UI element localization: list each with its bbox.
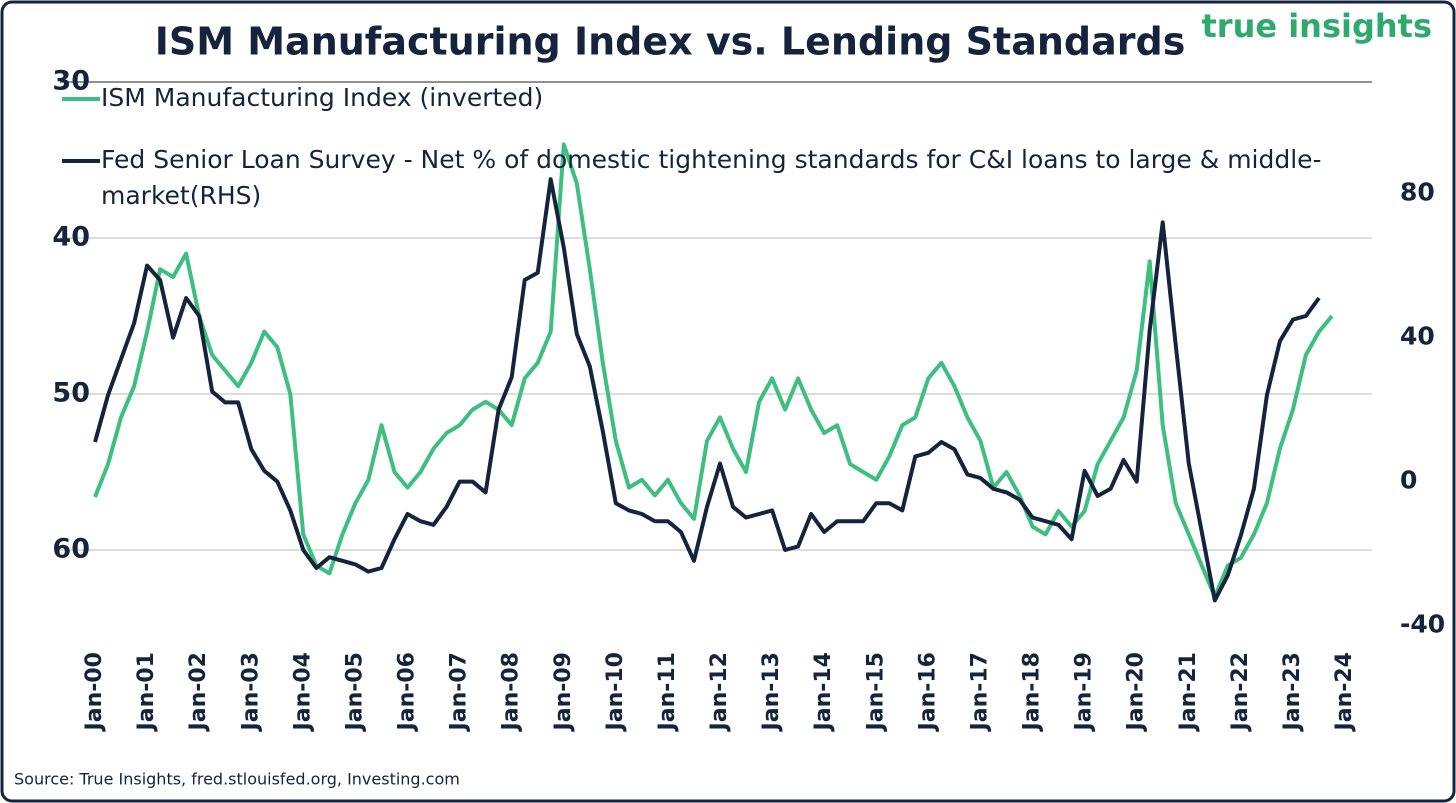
legend-item: ISM Manufacturing Index (inverted) xyxy=(62,80,1382,116)
x-tick-label: Jan-21 xyxy=(1176,652,1201,732)
y-tick-label: 60 xyxy=(52,534,90,565)
x-tick-label: Jan-24 xyxy=(1332,652,1357,732)
x-tick-label: Jan-09 xyxy=(551,652,576,732)
chart-title: ISM Manufacturing Index vs. Lending Stan… xyxy=(155,20,1186,64)
x-tick-label: Jan-13 xyxy=(759,652,784,732)
x-tick-label: Jan-14 xyxy=(811,652,836,732)
x-tick-label: Jan-04 xyxy=(290,652,315,732)
x-tick-label: Jan-01 xyxy=(134,652,159,732)
legend-swatch xyxy=(62,159,100,163)
x-tick-label: Jan-15 xyxy=(863,652,888,732)
y2-tick-label: 40 xyxy=(1400,322,1435,351)
x-tick-label: Jan-11 xyxy=(655,652,680,732)
y2-tick-label: 80 xyxy=(1400,178,1435,207)
y2-tick-label: -40 xyxy=(1400,610,1445,639)
x-tick-label: Jan-22 xyxy=(1228,652,1253,732)
x-tick-label: Jan-16 xyxy=(915,652,940,732)
x-tick-label: Jan-00 xyxy=(82,652,107,732)
series-line xyxy=(93,142,1334,599)
y-tick-label: 40 xyxy=(52,222,90,253)
x-tick-label: Jan-17 xyxy=(967,652,992,732)
y-tick-label: 50 xyxy=(52,378,90,409)
y-tick-label: 30 xyxy=(52,66,90,97)
x-tick-label: Jan-06 xyxy=(395,652,420,732)
x-tick-label: Jan-23 xyxy=(1280,652,1305,732)
legend-item: Fed Senior Loan Survey - Net % of domest… xyxy=(62,142,1382,214)
x-tick-label: Jan-12 xyxy=(707,652,732,732)
x-tick-label: Jan-07 xyxy=(447,652,472,732)
logo: true insights xyxy=(1202,7,1433,45)
x-tick-label: Jan-19 xyxy=(1072,652,1097,732)
x-tick-label: Jan-05 xyxy=(342,652,367,732)
series-line xyxy=(93,177,1321,603)
x-tick-label: Jan-20 xyxy=(1124,652,1149,732)
y2-tick-label: 0 xyxy=(1400,466,1417,495)
x-tick-label: Jan-03 xyxy=(238,652,263,732)
source: Source: True Insights, fred.stlouisfed.o… xyxy=(14,770,460,789)
legend-label: Fed Senior Loan Survey - Net % of domest… xyxy=(101,145,1322,210)
x-tick-label: Jan-08 xyxy=(499,652,524,732)
x-tick-label: Jan-18 xyxy=(1020,652,1045,732)
legend-label: ISM Manufacturing Index (inverted) xyxy=(101,83,544,112)
legend-swatch xyxy=(62,97,100,101)
x-tick-label: Jan-02 xyxy=(186,652,211,732)
x-tick-label: Jan-10 xyxy=(603,652,628,732)
